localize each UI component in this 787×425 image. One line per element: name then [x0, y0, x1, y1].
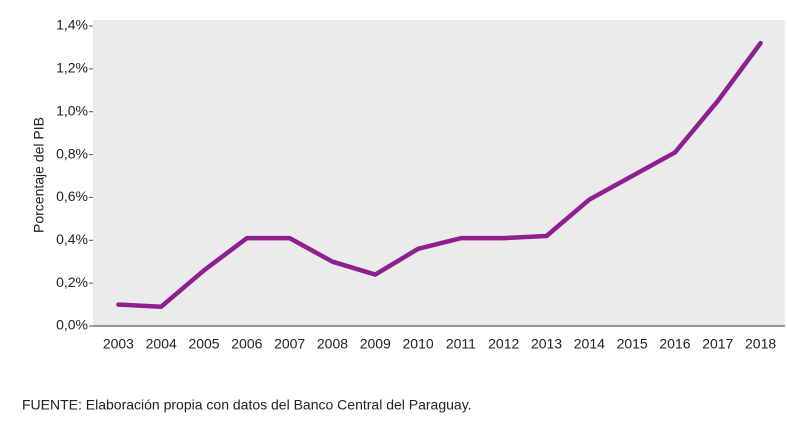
x-tick-label: 2009	[360, 336, 391, 352]
source-note: FUENTE: Elaboración propia con datos del…	[22, 397, 472, 413]
y-tick-label: 0,8%	[56, 145, 88, 161]
x-tick-label: 2014	[574, 336, 605, 352]
x-tick-label: 2008	[317, 336, 348, 352]
x-tick-label: 2016	[659, 336, 690, 352]
plot-background	[93, 20, 785, 326]
x-tick-label: 2010	[403, 336, 434, 352]
y-tick-label: 0,4%	[56, 231, 88, 247]
x-tick-label: 2012	[488, 336, 519, 352]
x-tick-label: 2005	[188, 336, 219, 352]
y-tick-label: 1,2%	[56, 60, 88, 76]
y-tick-label: 0,6%	[56, 188, 88, 204]
x-tick-label: 2015	[617, 336, 648, 352]
x-tick-label: 2013	[531, 336, 562, 352]
x-tick-label: 2007	[274, 336, 305, 352]
x-tick-label: 2003	[103, 336, 134, 352]
data-line	[116, 40, 763, 309]
y-tick-label: 1,0%	[56, 102, 88, 118]
x-tick-label: 2011	[446, 336, 476, 352]
y-tick-label: 1,4%	[56, 17, 88, 33]
x-tick-label: 2017	[702, 336, 733, 352]
y-tick-label: 0,0%	[56, 317, 88, 333]
y-axis-label: Porcentaje del PIB	[31, 117, 47, 233]
x-tick-label: 2004	[146, 336, 177, 352]
x-tick-label: 2018	[745, 336, 776, 352]
x-tick-label: 2006	[231, 336, 262, 352]
y-tick-label: 0,2%	[56, 274, 88, 290]
